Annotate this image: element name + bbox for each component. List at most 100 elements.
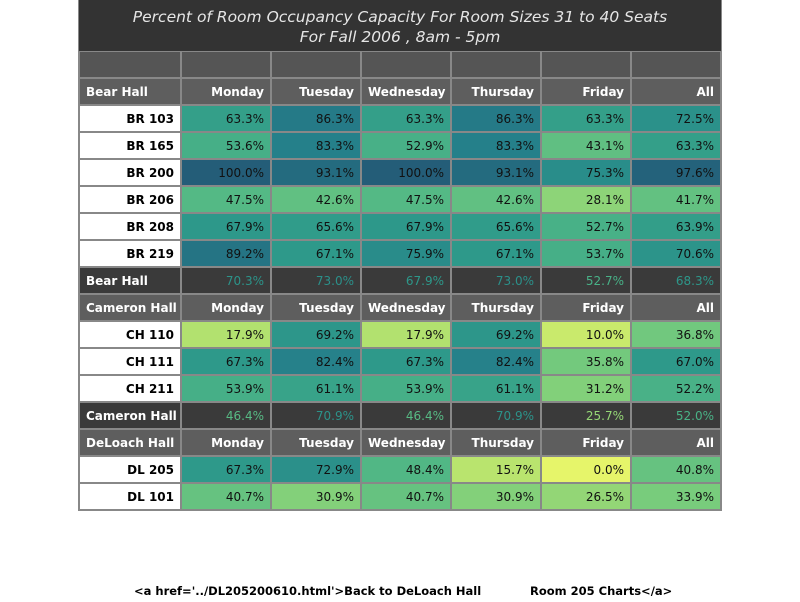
value-cell: 67.1% xyxy=(452,241,540,266)
value-cell: 53.7% xyxy=(542,241,630,266)
group-name: Cameron Hall xyxy=(80,295,180,320)
table-body: Bear Hall Monday Tuesday Wednesday Thursday F… xyxy=(80,52,720,509)
column-header: Wednesday xyxy=(362,295,450,320)
summary-label: Bear Hall xyxy=(80,268,180,293)
summary-value: 46.4% xyxy=(362,403,450,428)
value-cell: 75.3% xyxy=(542,160,630,185)
value-cell: 31.2% xyxy=(542,376,630,401)
value-cell: 75.9% xyxy=(362,241,450,266)
blank-cell xyxy=(80,52,180,77)
table-row: BR 219 89.2% 67.1% 75.9% 67.1% 53.7% 70.6% xyxy=(80,241,720,266)
value-cell: 67.9% xyxy=(182,214,270,239)
value-cell: 42.6% xyxy=(272,187,360,212)
room-label: BR 103 xyxy=(80,106,180,131)
value-cell: 82.4% xyxy=(452,349,540,374)
value-cell: 52.2% xyxy=(632,376,720,401)
occupancy-report: Percent of Room Occupancy Capacity For R… xyxy=(78,0,722,511)
value-cell: 30.9% xyxy=(272,484,360,509)
summary-value: 67.9% xyxy=(362,268,450,293)
value-cell: 86.3% xyxy=(272,106,360,131)
blank-cell xyxy=(542,52,630,77)
value-cell: 52.9% xyxy=(362,133,450,158)
room-label: BR 208 xyxy=(80,214,180,239)
column-header: Friday xyxy=(542,295,630,320)
blank-cell xyxy=(182,52,270,77)
blank-cell xyxy=(362,52,450,77)
value-cell: 47.5% xyxy=(362,187,450,212)
column-header: Thursday xyxy=(452,430,540,455)
value-cell: 53.6% xyxy=(182,133,270,158)
summary-value: 25.7% xyxy=(542,403,630,428)
value-cell: 100.0% xyxy=(362,160,450,185)
column-header: Tuesday xyxy=(272,79,360,104)
column-header: Monday xyxy=(182,295,270,320)
column-header: Thursday xyxy=(452,295,540,320)
group-header-row: Cameron Hall Monday Tuesday Wednesday Thursd… xyxy=(80,295,720,320)
blank-cell xyxy=(632,52,720,77)
value-cell: 48.4% xyxy=(362,457,450,482)
table-row: DL 205 67.3% 72.9% 48.4% 15.7% 0.0% 40.8% xyxy=(80,457,720,482)
value-cell: 40.7% xyxy=(362,484,450,509)
column-header: Friday xyxy=(542,79,630,104)
value-cell: 63.3% xyxy=(362,106,450,131)
column-header: Friday xyxy=(542,430,630,455)
value-cell: 67.1% xyxy=(272,241,360,266)
group-header-row: DeLoach Hall Monday Tuesday Wednesday Thursd… xyxy=(80,430,720,455)
value-cell: 35.8% xyxy=(542,349,630,374)
value-cell: 47.5% xyxy=(182,187,270,212)
blank-cell xyxy=(452,52,540,77)
summary-value: 52.0% xyxy=(632,403,720,428)
value-cell: 33.9% xyxy=(632,484,720,509)
column-header: Tuesday xyxy=(272,430,360,455)
value-cell: 69.2% xyxy=(272,322,360,347)
title-line-2: For Fall 2006 , 8am - 5pm xyxy=(299,28,501,46)
column-header: Thursday xyxy=(452,79,540,104)
report-title: Percent of Room Occupancy Capacity For R… xyxy=(79,0,721,51)
value-cell: 63.3% xyxy=(182,106,270,131)
room-label: CH 111 xyxy=(80,349,180,374)
table-row: BR 206 47.5% 42.6% 47.5% 42.6% 28.1% 41.7% xyxy=(80,187,720,212)
footer-back-link-text[interactable]: <a href='../DL205200610.html'>Back to De… xyxy=(134,584,482,598)
room-label: BR 219 xyxy=(80,241,180,266)
value-cell: 89.2% xyxy=(182,241,270,266)
group-summary-row: Cameron Hall 46.4% 70.9% 46.4% 70.9% 25.7% 52.… xyxy=(80,403,720,428)
value-cell: 28.1% xyxy=(542,187,630,212)
column-header: All xyxy=(632,430,720,455)
value-cell: 41.7% xyxy=(632,187,720,212)
value-cell: 72.5% xyxy=(632,106,720,131)
value-cell: 40.7% xyxy=(182,484,270,509)
value-cell: 97.6% xyxy=(632,160,720,185)
value-cell: 61.1% xyxy=(452,376,540,401)
group-summary-row: Bear Hall 70.3% 73.0% 67.9% 73.0% 52.7% 68.3% xyxy=(80,268,720,293)
value-cell: 36.8% xyxy=(632,322,720,347)
footer-charts-link-text[interactable]: Room 205 Charts</a> xyxy=(530,584,673,598)
value-cell: 40.8% xyxy=(632,457,720,482)
title-line-1: Percent of Room Occupancy Capacity For R… xyxy=(132,8,668,26)
table-row: BR 200 100.0% 93.1% 100.0% 93.1% 75.3% 97.6% xyxy=(80,160,720,185)
table-row: BR 165 53.6% 83.3% 52.9% 83.3% 43.1% 63.3% xyxy=(80,133,720,158)
column-header: Monday xyxy=(182,79,270,104)
value-cell: 65.6% xyxy=(272,214,360,239)
table-row: CH 111 67.3% 82.4% 67.3% 82.4% 35.8% 67.0% xyxy=(80,349,720,374)
summary-value: 73.0% xyxy=(272,268,360,293)
value-cell: 43.1% xyxy=(542,133,630,158)
group-name: DeLoach Hall xyxy=(80,430,180,455)
summary-value: 73.0% xyxy=(452,268,540,293)
value-cell: 10.0% xyxy=(542,322,630,347)
value-cell: 52.7% xyxy=(542,214,630,239)
spacer-row xyxy=(80,52,720,77)
table-row: BR 103 63.3% 86.3% 63.3% 86.3% 63.3% 72.5% xyxy=(80,106,720,131)
value-cell: 93.1% xyxy=(272,160,360,185)
value-cell: 26.5% xyxy=(542,484,630,509)
summary-value: 70.9% xyxy=(452,403,540,428)
value-cell: 63.9% xyxy=(632,214,720,239)
group-name: Bear Hall xyxy=(80,79,180,104)
value-cell: 63.3% xyxy=(632,133,720,158)
value-cell: 17.9% xyxy=(362,322,450,347)
summary-value: 70.3% xyxy=(182,268,270,293)
value-cell: 67.3% xyxy=(362,349,450,374)
value-cell: 86.3% xyxy=(452,106,540,131)
column-header: Tuesday xyxy=(272,295,360,320)
group-header-row: Bear Hall Monday Tuesday Wednesday Thursday F… xyxy=(80,79,720,104)
blank-cell xyxy=(272,52,360,77)
